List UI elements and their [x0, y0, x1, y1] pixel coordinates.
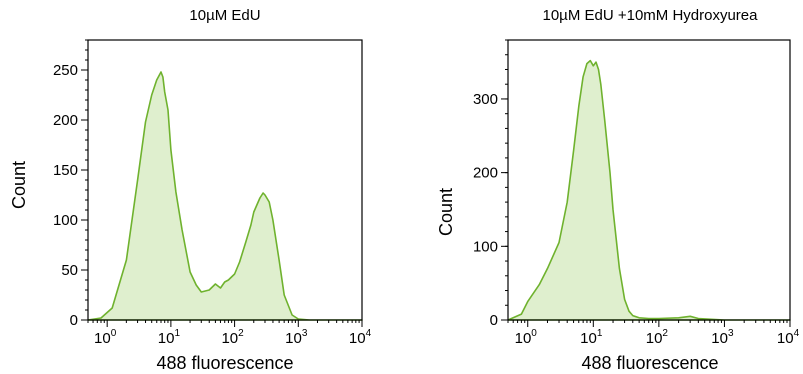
- panel-edu: 10µM EdU Count 488 fluorescence 0 50 100 15…: [9, 7, 372, 373]
- x-tick-label: 101: [580, 328, 603, 347]
- panel-edu-hydroxyurea: 10µM EdU +10mM Hydroxyurea Count 488 flu…: [436, 7, 800, 373]
- x-axis-label: 488 fluorescence: [156, 353, 293, 373]
- y-tick-label: 200: [53, 112, 78, 129]
- y-tick-label: 150: [53, 162, 78, 179]
- histogram-series-0: [507, 59, 791, 321]
- y-tick-label: 0: [70, 312, 78, 329]
- chart-title: 10µM EdU +10mM Hydroxyurea: [543, 7, 759, 24]
- y-tick-label: 0: [490, 312, 498, 329]
- y-tick-label: 300: [473, 91, 498, 108]
- y-tick-label: 100: [473, 238, 498, 255]
- y-tick-label: 200: [473, 165, 498, 182]
- y-tick-label: 50: [61, 262, 78, 279]
- x-tick-label: 104: [777, 328, 800, 347]
- x-tick-label: 102: [221, 328, 244, 347]
- y-axis-label: Count: [9, 161, 29, 209]
- y-tick-label: 250: [53, 62, 78, 79]
- plot-area: 0 50 100 150 200 250 100 101 102 103 104: [53, 39, 372, 347]
- x-tick-label: 103: [285, 328, 308, 347]
- x-tick-label: 100: [94, 328, 117, 347]
- histogram-series-0: [87, 71, 363, 321]
- chart-title: 10µM EdU: [189, 7, 260, 24]
- x-axis-label: 488 fluorescence: [581, 353, 718, 373]
- plot-area: 0 100 200 300 100 101 102 103 104: [473, 39, 800, 347]
- x-tick-label: 103: [711, 328, 734, 347]
- x-tick-label: 104: [349, 328, 372, 347]
- y-axis-label: Count: [436, 188, 456, 236]
- x-tick-label: 100: [515, 328, 538, 347]
- x-tick-label: 101: [158, 328, 181, 347]
- x-tick-label: 102: [646, 328, 669, 347]
- y-tick-label: 100: [53, 212, 78, 229]
